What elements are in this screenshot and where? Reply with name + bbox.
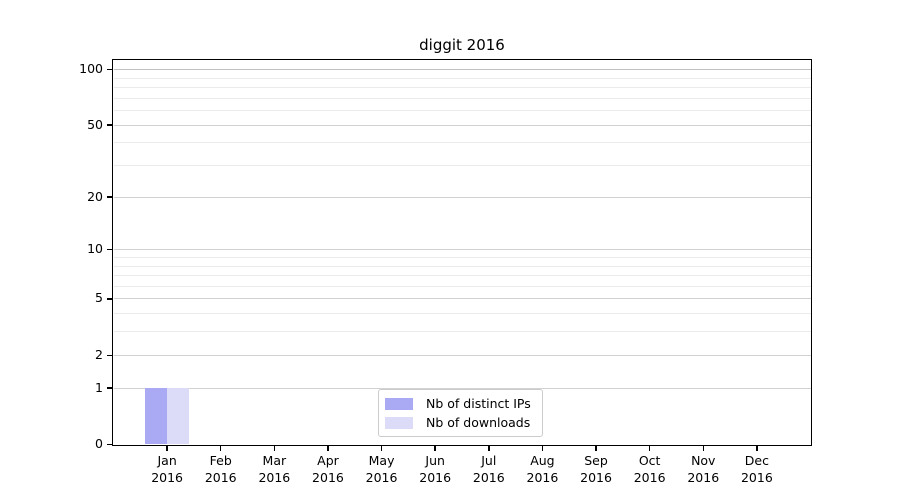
x-tick-month: Feb — [209, 453, 232, 468]
x-tick-label: Oct 2016 — [610, 452, 690, 486]
x-tick-label: Aug 2016 — [502, 452, 582, 486]
x-tick-label: Jun 2016 — [395, 452, 475, 486]
x-tick-year: 2016 — [740, 470, 773, 485]
x-tick-year: 2016 — [204, 470, 237, 485]
plot-frame — [112, 59, 812, 446]
bar-downloads — [167, 388, 190, 445]
y-tick-label: 50 — [87, 116, 103, 132]
x-tick-mark — [488, 446, 490, 451]
x-tick-year: 2016 — [526, 470, 559, 485]
x-tick-year: 2016 — [365, 470, 398, 485]
gridline-minor — [113, 110, 811, 112]
y-tick-label: 10 — [87, 241, 103, 257]
x-tick-mark — [648, 446, 651, 451]
x-tick-month: Jun — [425, 453, 445, 468]
x-tick-mark — [756, 446, 758, 451]
y-tick-label: 5 — [95, 290, 103, 306]
x-tick-month: May — [368, 453, 395, 468]
gridline-major — [113, 387, 811, 389]
legend-label: Nb of distinct IPs — [426, 396, 531, 411]
y-tick-mark — [107, 124, 112, 126]
x-tick-mark — [219, 446, 222, 451]
y-tick-label: 1 — [95, 379, 103, 395]
legend-swatch-downloads — [385, 416, 413, 429]
gridline-major — [113, 354, 811, 356]
x-tick-year: 2016 — [258, 470, 291, 485]
gridline-minor — [113, 77, 811, 79]
y-tick-mark — [107, 196, 112, 198]
x-tick-year: 2016 — [687, 470, 720, 485]
y-tick-label: 20 — [87, 188, 103, 204]
bar-distinct-ips — [145, 388, 168, 445]
legend-swatch-distinct-ips — [385, 397, 413, 410]
x-tick-mark — [702, 446, 705, 451]
gridline-minor — [113, 87, 811, 89]
legend-row: Nb of distinct IPs — [385, 395, 536, 413]
gridline-minor — [113, 256, 811, 258]
y-tick-mark — [107, 248, 112, 251]
gridline-minor — [113, 285, 811, 287]
x-tick-label: Jan 2016 — [127, 452, 207, 486]
gridline-major — [113, 124, 811, 126]
gridline-minor — [113, 142, 811, 144]
x-tick-month: Jan — [157, 453, 177, 468]
x-tick-month: Aug — [530, 453, 555, 468]
gridline-minor — [113, 97, 811, 99]
x-tick-label: Nov 2016 — [663, 452, 743, 486]
x-tick-year: 2016 — [580, 470, 612, 485]
x-tick-mark — [541, 446, 544, 451]
x-tick-label: Jul 2016 — [449, 452, 529, 486]
gridline-minor — [113, 331, 811, 333]
x-tick-year: 2016 — [633, 470, 666, 485]
legend-row: Nb of downloads — [385, 414, 536, 432]
gridline-major — [113, 196, 811, 198]
y-tick-mark — [107, 68, 112, 71]
y-tick-mark — [107, 298, 112, 300]
x-tick-label: Mar 2016 — [234, 452, 314, 486]
gridline-minor — [113, 265, 811, 267]
y-tick-label: 100 — [79, 61, 103, 77]
legend-label: Nb of downloads — [426, 415, 531, 430]
x-tick-mark — [166, 446, 168, 451]
gridline-major — [113, 298, 811, 300]
x-tick-month: Sep — [584, 453, 608, 468]
x-tick-month: Jul — [481, 453, 497, 468]
x-tick-month: Dec — [744, 453, 769, 468]
x-tick-month: Nov — [691, 453, 716, 468]
gridline-major — [113, 69, 811, 71]
x-tick-label: Sep 2016 — [556, 452, 636, 486]
y-tick-mark — [107, 387, 112, 389]
x-tick-label: Apr 2016 — [288, 452, 368, 486]
y-tick-label: 0 — [95, 436, 103, 451]
x-tick-year: 2016 — [419, 470, 452, 485]
y-tick-mark — [107, 354, 112, 356]
x-tick-month: Oct — [638, 453, 661, 468]
x-tick-year: 2016 — [151, 470, 184, 485]
x-tick-month: Mar — [262, 453, 287, 468]
gridline-major — [113, 249, 811, 251]
x-tick-label: May 2016 — [342, 452, 422, 486]
x-tick-mark — [595, 446, 597, 451]
x-tick-year: 2016 — [472, 470, 505, 485]
chart-title: diggit 2016 — [419, 36, 505, 54]
x-tick-year: 2016 — [312, 470, 344, 485]
y-tick-mark — [107, 443, 112, 446]
x-tick-mark — [380, 446, 383, 451]
x-tick-mark — [327, 446, 329, 451]
x-tick-mark — [434, 446, 436, 451]
x-tick-month: Apr — [317, 453, 339, 468]
gridline-minor — [113, 275, 811, 277]
x-tick-label: Feb 2016 — [181, 452, 261, 486]
gridline-minor — [113, 313, 811, 315]
legend: Nb of distinct IPs Nb of downloads — [378, 389, 543, 437]
gridline-minor — [113, 165, 811, 167]
x-tick-label: Dec 2016 — [717, 452, 797, 486]
x-tick-mark — [273, 446, 276, 451]
y-tick-label: 2 — [95, 346, 103, 362]
